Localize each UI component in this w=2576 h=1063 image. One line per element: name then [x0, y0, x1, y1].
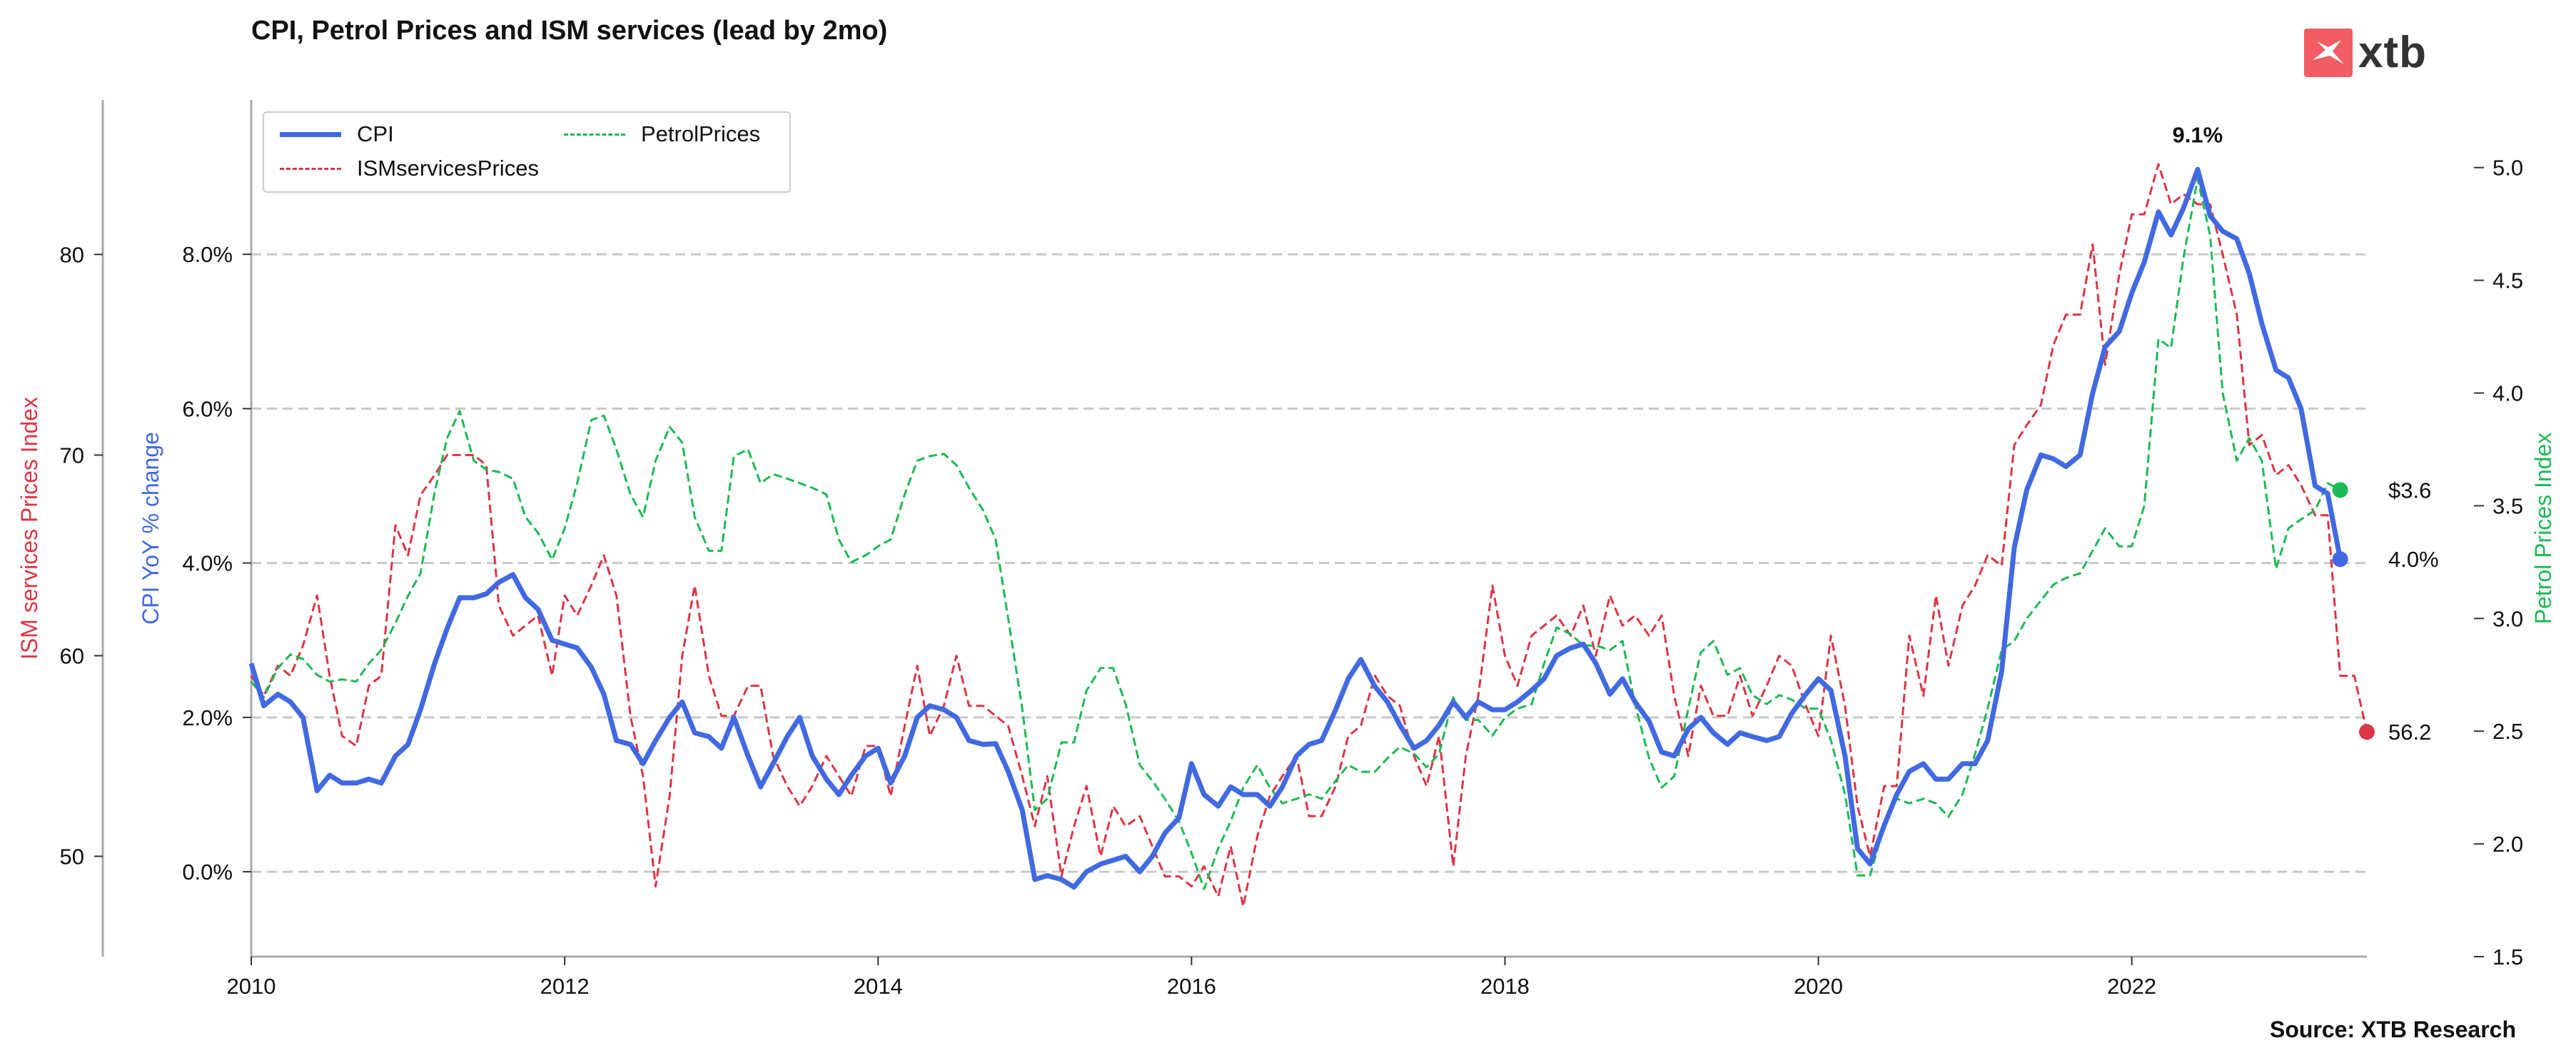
source-note: Source: XTB Research — [2269, 1017, 2516, 1042]
x-tick-label-4: 2018 — [1480, 974, 1530, 999]
x-tick-label-0: 2010 — [227, 974, 276, 999]
legend-item-cpi: CPI — [280, 121, 394, 147]
xtb-mark-icon — [2313, 40, 2344, 64]
end-label-petrolprices: $3.6 — [2388, 478, 2431, 503]
legend-swatch-petrol — [564, 133, 625, 136]
x-tick-label-6: 2022 — [2107, 974, 2156, 999]
end-marker-petrolprices — [2332, 482, 2348, 498]
xtb-logo-mark — [2304, 29, 2353, 77]
cpi-tick-label-4: 8.0% — [182, 242, 233, 267]
series-line-ismservicesprices — [250, 163, 2368, 908]
ism-tick-label-1: 60 — [60, 643, 84, 668]
end-label-cpi: 4.0% — [2388, 547, 2439, 572]
legend-swatch-ism — [280, 167, 341, 170]
legend-item-ism: ISMservicesPrices — [280, 156, 539, 181]
series-line-petrolprices — [250, 178, 2341, 890]
x-tick-label-3: 2016 — [1167, 974, 1216, 999]
petrol-tick-label-3: 3.0 — [2492, 606, 2523, 631]
xtb-logo-text: xtb — [2358, 28, 2427, 77]
petrol-tick-label-5: 4.0 — [2492, 381, 2523, 406]
xtb-logo: xtb — [2304, 29, 2427, 77]
legend-swatch-cpi — [280, 131, 341, 137]
petrol-tick-label-7: 5.0 — [2492, 156, 2523, 181]
legend-item-petrol: PetrolPrices — [564, 121, 760, 147]
end-label-ismservicesprices: 56.2 — [2388, 720, 2431, 745]
cpi-tick-label-2: 4.0% — [182, 551, 233, 576]
ism-tick-label-3: 80 — [60, 242, 84, 267]
x-tick-label-5: 2020 — [1794, 974, 1843, 999]
series-line-cpi — [248, 166, 2343, 890]
x-tick-label-1: 2012 — [540, 974, 590, 999]
legend-label-petrol: PetrolPrices — [641, 121, 761, 146]
cpi-tick-label-1: 2.0% — [182, 705, 233, 730]
legend-label-ism: ISMservicesPrices — [357, 156, 539, 181]
ism-tick-label-0: 50 — [60, 844, 84, 869]
cpi-peak-label: 9.1% — [2173, 122, 2223, 147]
legend: CPI ISMservicesPrices PetrolPrices — [263, 111, 791, 193]
petrol-tick-label-4: 3.5 — [2492, 493, 2523, 518]
petrol-tick-label-6: 4.5 — [2492, 268, 2523, 293]
x-tick-label-2: 2014 — [854, 974, 903, 999]
cpi-tick-label-3: 6.0% — [182, 396, 233, 421]
end-marker-ismservicesprices — [2359, 724, 2375, 740]
cpi-tick-label-0: 0.0% — [182, 860, 233, 885]
petrol-tick-label-0: 1.5 — [2492, 944, 2523, 969]
ism-axis-label: ISM services Prices Index — [16, 397, 42, 660]
ism-tick-label-2: 70 — [60, 443, 84, 468]
chart-title: CPI, Petrol Prices and ISM services (lea… — [251, 16, 888, 46]
cpi-axis-label: CPI YoY % change — [138, 432, 163, 625]
petrol-axis-label: Petrol Prices Index — [2530, 433, 2556, 625]
legend-label-cpi: CPI — [357, 121, 394, 146]
petrol-tick-label-2: 2.5 — [2492, 719, 2523, 744]
end-marker-cpi — [2332, 551, 2348, 568]
petrol-tick-label-1: 2.0 — [2492, 832, 2523, 857]
